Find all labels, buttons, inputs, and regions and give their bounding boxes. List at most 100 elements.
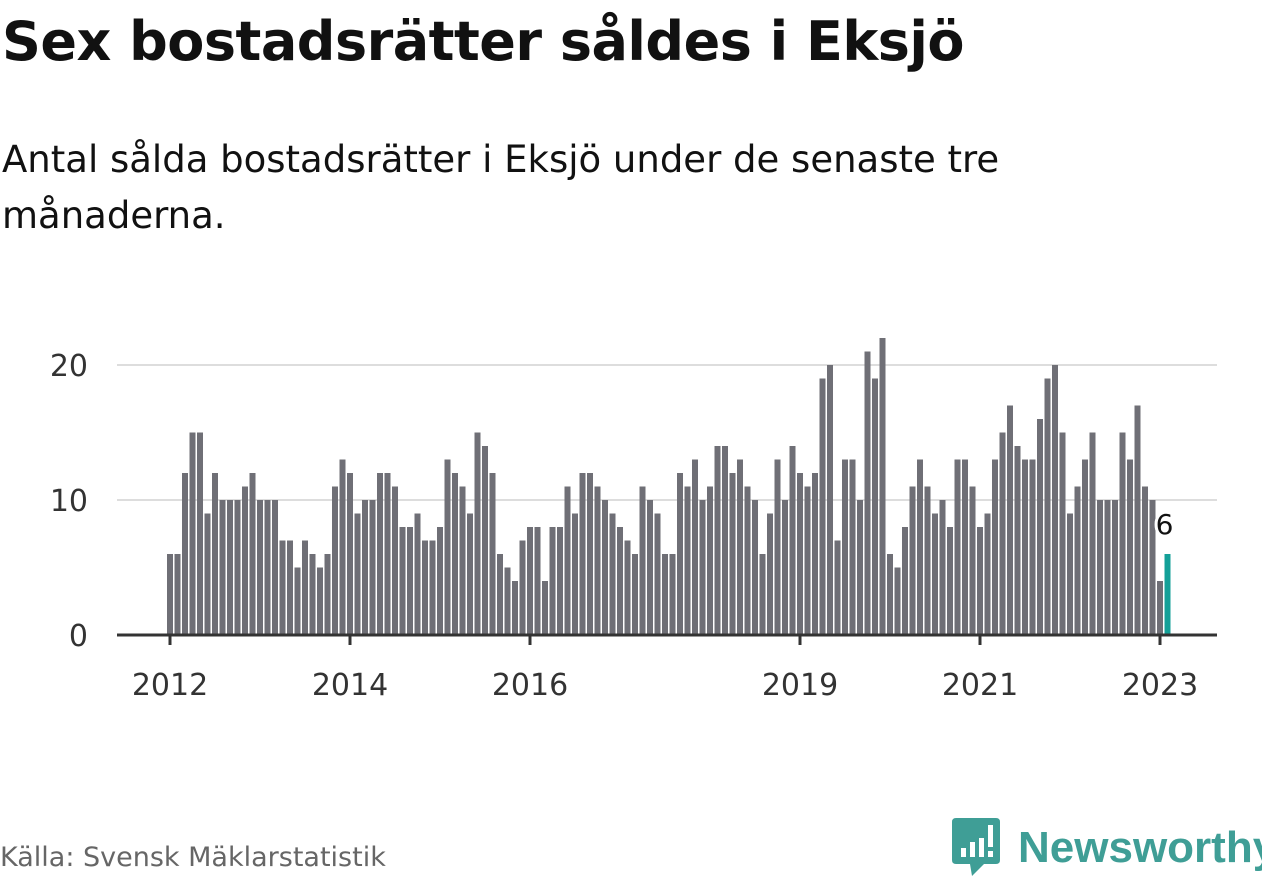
bar: [332, 486, 338, 635]
bar: [369, 500, 376, 635]
chart-subtitle: Antal sålda bostadsrätter i Eksjö under …: [2, 138, 1000, 237]
bar: [759, 554, 766, 635]
bar: [707, 486, 713, 635]
bar: [392, 486, 398, 635]
bar: [264, 500, 271, 635]
bar: [542, 581, 548, 635]
bar: [849, 459, 856, 635]
bar: [504, 567, 511, 635]
bar: [1104, 500, 1111, 635]
bar: [647, 500, 653, 635]
bar: [857, 500, 863, 635]
bar: [1149, 500, 1156, 635]
bar: [302, 540, 308, 635]
bar: [167, 554, 173, 635]
bar: [812, 473, 818, 635]
bar: [947, 527, 953, 635]
bar: [287, 540, 293, 635]
bar: [527, 527, 533, 635]
bar: [204, 513, 211, 635]
bar: [842, 459, 848, 635]
bar: [234, 500, 241, 635]
bar: [617, 527, 623, 635]
bar: [1052, 365, 1058, 635]
bar: [834, 540, 841, 635]
bar: [954, 459, 961, 635]
bar: [827, 365, 833, 635]
bar: [1044, 378, 1051, 635]
bar: [1089, 432, 1096, 635]
bar: [1142, 486, 1148, 635]
bar: [692, 459, 698, 635]
bar: [182, 473, 188, 635]
bar: [1022, 459, 1028, 635]
bar: [977, 527, 983, 635]
bar: [249, 473, 256, 635]
bar: [1082, 459, 1088, 635]
bar: [227, 500, 233, 635]
bar: [894, 567, 901, 635]
bar: [549, 527, 556, 635]
bar: [932, 513, 938, 635]
bar: [219, 500, 226, 635]
bar: [962, 459, 968, 635]
bar: [789, 446, 796, 635]
bar: [414, 513, 421, 635]
bar: [452, 473, 458, 635]
bar: [767, 513, 773, 635]
bar: [602, 500, 608, 635]
x-axis: [117, 633, 1217, 645]
bar: [1059, 432, 1066, 635]
bar: [212, 473, 218, 635]
y-axis-labels: 0 10 20: [50, 349, 88, 654]
bar: [699, 500, 706, 635]
bar: [519, 540, 526, 635]
bar: [639, 486, 646, 635]
bar: [354, 513, 361, 635]
bar: [309, 554, 316, 635]
bar: [407, 527, 413, 635]
bar: [594, 486, 601, 635]
bar: [999, 432, 1006, 635]
bar: [722, 446, 728, 635]
bar: [1037, 419, 1043, 635]
x-tick-label: 2023: [1122, 668, 1198, 703]
bar: [752, 500, 758, 635]
bar: [174, 554, 181, 635]
bar: [1112, 500, 1118, 635]
bar: [587, 473, 593, 635]
bar: [737, 459, 743, 635]
bar: [744, 486, 751, 635]
bar: [399, 527, 406, 635]
bar: [189, 432, 196, 635]
bar: [1014, 446, 1021, 635]
bar: [1157, 581, 1163, 635]
bar: [804, 486, 811, 635]
bar: [572, 513, 578, 635]
bar: [384, 473, 391, 635]
y-tick-label: 0: [69, 619, 88, 654]
bar: [467, 513, 473, 635]
bar: [362, 500, 368, 635]
bar: [444, 459, 451, 635]
bar: [482, 446, 488, 635]
bars: [167, 338, 1171, 635]
bar: [879, 338, 886, 635]
bar: [924, 486, 931, 635]
x-tick-label: 2019: [762, 668, 838, 703]
bar: [909, 486, 916, 635]
bar: [257, 500, 263, 635]
bar: [714, 446, 721, 635]
x-axis-labels: 2012 2014 2016 2019 2021 2023: [132, 668, 1198, 703]
bar: [1127, 459, 1133, 635]
bar: [939, 500, 946, 635]
last-value-label: 6: [1156, 508, 1174, 541]
bar: [377, 473, 383, 635]
bar: [1134, 405, 1141, 635]
bar: [272, 500, 278, 635]
bar: [654, 513, 661, 635]
bar: [579, 473, 586, 635]
x-tick-label: 2014: [312, 668, 388, 703]
bar: [317, 567, 323, 635]
